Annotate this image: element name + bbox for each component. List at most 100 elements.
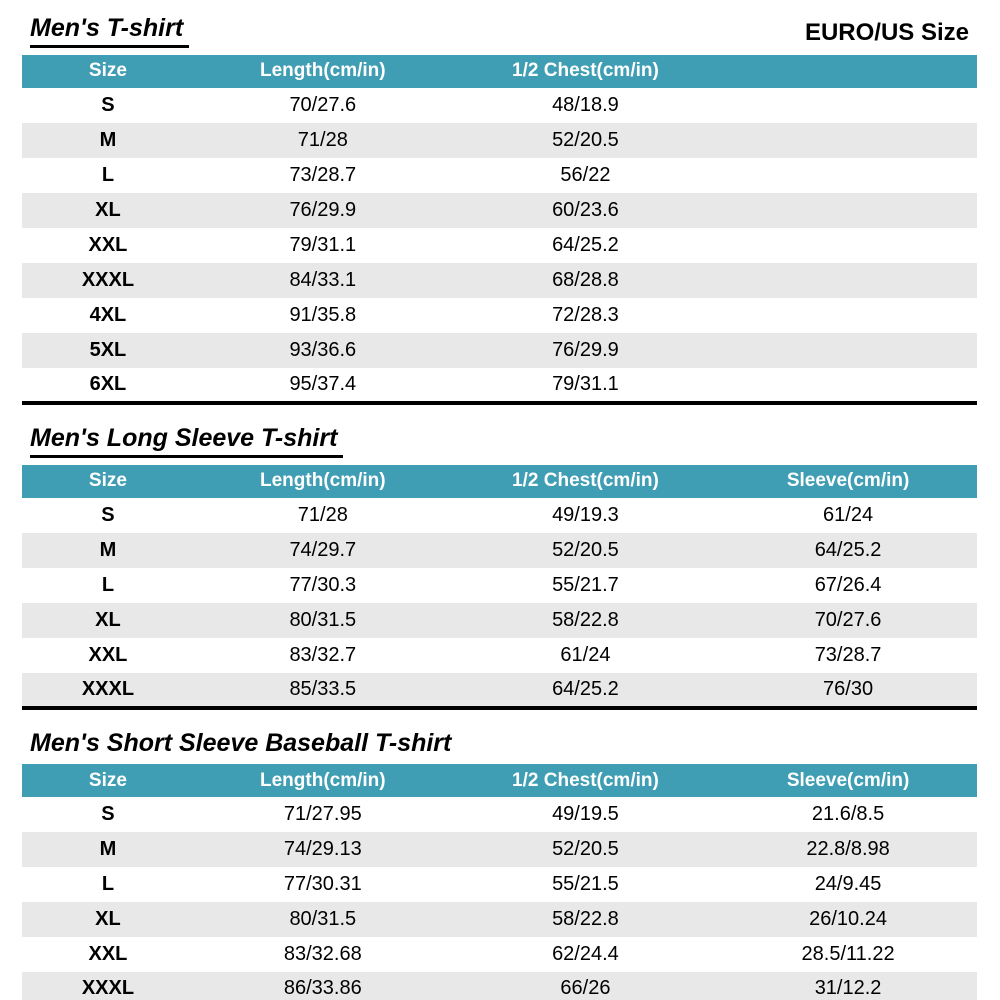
size-cell: XXXL — [22, 672, 194, 708]
title-row: Men's T-shirt EURO/US Size — [30, 14, 969, 48]
measurement-cell: 62/24.4 — [451, 937, 720, 973]
table-row: L 77/30.31 55/21.5 24/9.45 — [22, 867, 977, 903]
measurement-cell: 48/18.9 — [451, 87, 720, 123]
measurement-cell: 76/30 — [719, 672, 977, 708]
filler-cell — [719, 192, 977, 228]
measurement-cell: 52/20.5 — [451, 832, 720, 868]
measurement-cell: 24/9.45 — [719, 867, 977, 903]
measurement-cell: 74/29.13 — [193, 832, 452, 868]
size-cell: XXL — [22, 637, 194, 673]
measurement-cell: 55/21.5 — [451, 867, 720, 903]
column-header: 1/2 Chest(cm/in) — [451, 764, 720, 798]
measurement-cell: 73/28.7 — [719, 637, 977, 673]
column-header: Sleeve(cm/in) — [719, 764, 977, 798]
filler-cell — [719, 227, 977, 263]
filler-cell — [719, 297, 977, 333]
table-row: XXXL 86/33.86 66/26 31/12.2 — [22, 972, 977, 1000]
section-mens-long-sleeve-tshirt: Men's Long Sleeve T-shirt Size Length(cm/… — [22, 424, 977, 710]
filler-cell — [719, 157, 977, 193]
measurement-cell: 79/31.1 — [193, 227, 452, 263]
measurement-cell: 80/31.5 — [193, 602, 452, 638]
measurement-cell: 76/29.9 — [451, 332, 720, 368]
table-title-mens-tshirt: Men's T-shirt — [30, 14, 190, 48]
table-row: M 71/28 52/20.5 — [22, 122, 977, 158]
measurement-cell: 61/24 — [719, 497, 977, 533]
header-row: Size Length(cm/in) 1/2 Chest(cm/in) Sleeve(… — [22, 764, 977, 798]
table-title-long-sleeve: Men's Long Sleeve T-shirt — [30, 424, 344, 458]
table-row: L 73/28.7 56/22 — [22, 157, 977, 193]
size-standard-label: EURO/US Size — [804, 18, 969, 46]
size-cell: L — [22, 157, 194, 193]
column-header: 1/2 Chest(cm/in) — [451, 464, 720, 498]
measurement-cell: 31/12.2 — [719, 972, 977, 1000]
size-cell: 6XL — [22, 367, 194, 403]
measurement-cell: 95/37.4 — [193, 367, 452, 403]
size-cell: M — [22, 532, 194, 568]
filler-cell — [719, 332, 977, 368]
size-cell: XXXL — [22, 972, 194, 1000]
long-sleeve-size-table: Size Length(cm/in) 1/2 Chest(cm/in) Sleeve(… — [22, 464, 977, 710]
measurement-cell: 64/25.2 — [719, 532, 977, 568]
size-cell: XL — [22, 602, 194, 638]
measurement-cell: 58/22.8 — [451, 602, 720, 638]
measurement-cell: 76/29.9 — [193, 192, 452, 228]
table-row: XXL 79/31.1 64/25.2 — [22, 227, 977, 263]
table-row: 4XL 91/35.8 72/28.3 — [22, 297, 977, 333]
table-row: 5XL 93/36.6 76/29.9 — [22, 332, 977, 368]
measurement-cell: 64/25.2 — [451, 227, 720, 263]
measurement-cell: 77/30.3 — [193, 567, 452, 603]
table-row: S 71/28 49/19.3 61/24 — [22, 497, 977, 533]
size-cell: XXL — [22, 227, 194, 263]
measurement-cell: 58/22.8 — [451, 902, 720, 938]
measurement-cell: 77/30.31 — [193, 867, 452, 903]
table-row: M 74/29.7 52/20.5 64/25.2 — [22, 532, 977, 568]
size-cell: 5XL — [22, 332, 194, 368]
table-row: XXXL 84/33.1 68/28.8 — [22, 262, 977, 298]
table-title-baseball: Men's Short Sleeve Baseball T-shirt — [30, 728, 452, 757]
table-row: L 77/30.3 55/21.7 67/26.4 — [22, 567, 977, 603]
measurement-cell: 70/27.6 — [193, 87, 452, 123]
measurement-cell: 66/26 — [451, 972, 720, 1000]
measurement-cell: 85/33.5 — [193, 672, 452, 708]
column-header: Length(cm/in) — [193, 764, 452, 798]
column-header: Length(cm/in) — [193, 464, 452, 498]
filler-cell — [719, 87, 977, 123]
measurement-cell: 93/36.6 — [193, 332, 452, 368]
measurement-cell: 60/23.6 — [451, 192, 720, 228]
size-cell: S — [22, 87, 194, 123]
size-cell: S — [22, 497, 194, 533]
column-header-filler — [719, 54, 977, 88]
size-cell: XXXL — [22, 262, 194, 298]
measurement-cell: 52/20.5 — [451, 532, 720, 568]
measurement-cell: 49/19.5 — [451, 797, 720, 833]
measurement-cell: 80/31.5 — [193, 902, 452, 938]
measurement-cell: 71/28 — [193, 497, 452, 533]
measurement-cell: 26/10.24 — [719, 902, 977, 938]
table-row: S 71/27.95 49/19.5 21.6/8.5 — [22, 797, 977, 833]
size-cell: XL — [22, 192, 194, 228]
size-cell: XL — [22, 902, 194, 938]
baseball-size-table: Size Length(cm/in) 1/2 Chest(cm/in) Sleeve(… — [22, 764, 977, 1000]
column-header: Size — [22, 764, 194, 798]
section-mens-tshirt: Men's T-shirt EURO/US Size Size Length(cm… — [22, 14, 977, 405]
measurement-cell: 49/19.3 — [451, 497, 720, 533]
size-cell: XXL — [22, 937, 194, 973]
table-row: XL 80/31.5 58/22.8 26/10.24 — [22, 902, 977, 938]
measurement-cell: 22.8/8.98 — [719, 832, 977, 868]
size-cell: L — [22, 867, 194, 903]
measurement-cell: 86/33.86 — [193, 972, 452, 1000]
size-cell: M — [22, 122, 194, 158]
size-cell: 4XL — [22, 297, 194, 333]
measurement-cell: 79/31.1 — [451, 367, 720, 403]
measurement-cell: 21.6/8.5 — [719, 797, 977, 833]
measurement-cell: 70/27.6 — [719, 602, 977, 638]
measurement-cell: 83/32.7 — [193, 637, 452, 673]
table-row: 6XL 95/37.4 79/31.1 — [22, 367, 977, 403]
measurement-cell: 61/24 — [451, 637, 720, 673]
column-header: Sleeve(cm/in) — [719, 464, 977, 498]
filler-cell — [719, 367, 977, 403]
column-header: 1/2 Chest(cm/in) — [451, 54, 720, 88]
column-header: Size — [22, 464, 194, 498]
table-row: XXXL 85/33.5 64/25.2 76/30 — [22, 672, 977, 708]
